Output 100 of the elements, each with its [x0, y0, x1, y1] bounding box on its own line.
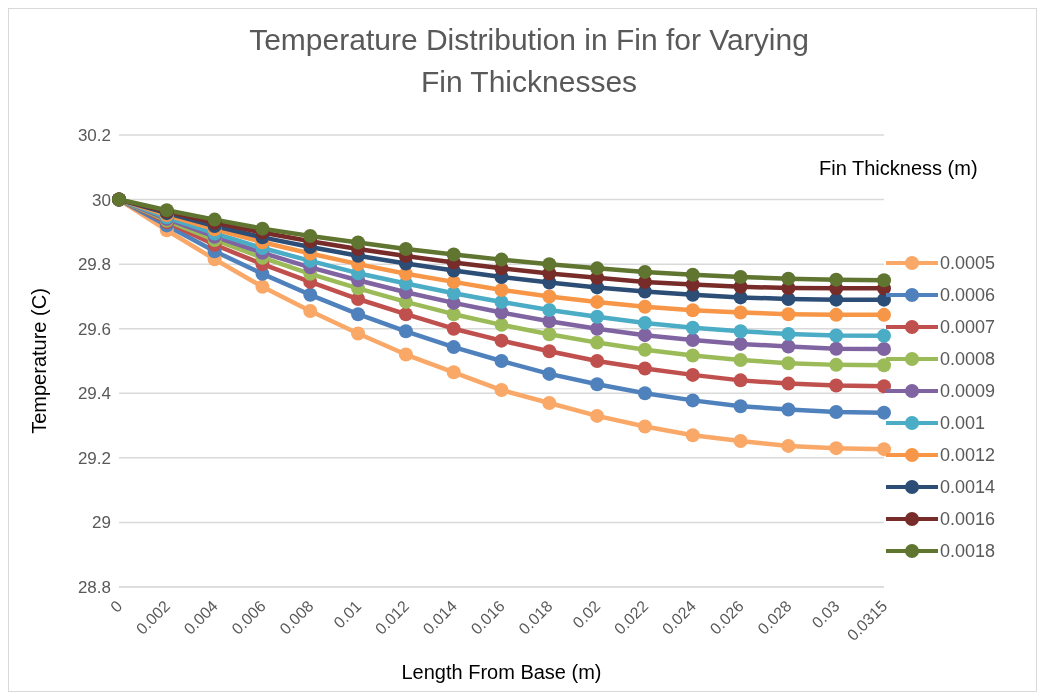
point: [542, 327, 557, 342]
point: [829, 307, 844, 322]
point: [877, 328, 891, 343]
y-tick-label: 29.2: [77, 448, 111, 468]
point: [590, 309, 605, 324]
point: [685, 348, 700, 363]
point: [685, 428, 700, 443]
y-tick-label: 30.2: [77, 126, 111, 146]
legend-label: 0.0018: [940, 540, 996, 562]
point: [446, 321, 461, 336]
point: [829, 378, 844, 393]
y-tick-label: 29: [92, 513, 111, 533]
point: [590, 294, 605, 309]
point: [829, 405, 844, 420]
point: [590, 261, 605, 276]
legend-label: 0.0009: [940, 380, 996, 402]
point: [398, 347, 413, 362]
point: [733, 324, 748, 339]
point: [590, 354, 605, 368]
point: [733, 305, 748, 320]
point: [303, 287, 318, 302]
point: [351, 307, 366, 322]
point: [781, 438, 796, 453]
point: [637, 386, 652, 401]
point: [877, 405, 891, 420]
point: [351, 326, 366, 341]
point: [685, 320, 700, 335]
point: [781, 376, 796, 391]
legend-label: 0.0005: [940, 252, 996, 274]
point: [781, 356, 796, 371]
point: [637, 315, 652, 330]
point: [829, 292, 844, 307]
point: [255, 279, 270, 294]
legend-label: 0.0008: [940, 348, 996, 370]
legend-label: 0.001: [940, 412, 986, 434]
x-tick-label: 0.02: [569, 597, 604, 632]
point: [733, 353, 748, 368]
point: [781, 326, 796, 341]
point: [446, 365, 461, 380]
legend-label: 0.0007: [940, 316, 996, 338]
point: [733, 336, 748, 351]
point: [446, 340, 461, 355]
point: [733, 434, 748, 449]
point: [590, 408, 605, 423]
point: [877, 442, 891, 457]
point: [781, 271, 796, 286]
point: [685, 333, 700, 348]
y-tick-label: 30: [92, 190, 111, 210]
legend-label: 0.0012: [940, 444, 996, 466]
point: [637, 361, 652, 376]
x-tick-label: 0.03: [808, 597, 843, 632]
point: [398, 241, 413, 256]
point: [542, 289, 557, 304]
point: [494, 252, 509, 267]
point: [733, 270, 748, 285]
chart-title: Temperature Distribution in Fin for Varying Fin Thicknesses: [248, 22, 810, 100]
point: [446, 247, 461, 262]
y-tick-label: 29.8: [77, 255, 111, 275]
point: [877, 358, 891, 373]
point: [351, 235, 366, 250]
point: [542, 257, 557, 272]
point: [590, 321, 605, 336]
point: [446, 274, 461, 289]
x-axis-title: Length From Base (m): [401, 661, 602, 683]
point: [542, 366, 557, 381]
point: [542, 395, 557, 410]
point: [877, 307, 891, 322]
legend-label: 0.0014: [940, 476, 996, 498]
point: [494, 294, 509, 309]
point: [877, 342, 891, 357]
point: [303, 229, 318, 244]
y-axis-title: Temperature (C): [28, 288, 51, 434]
point: [685, 303, 700, 318]
point: [494, 354, 509, 368]
point: [733, 373, 748, 388]
point: [781, 402, 796, 417]
point: [877, 379, 891, 394]
point: [877, 273, 891, 288]
point: [494, 317, 509, 332]
point: [542, 302, 557, 317]
y-tick-label: 29.4: [77, 384, 111, 404]
point: [398, 324, 413, 339]
legend-label: 0.0016: [940, 508, 996, 530]
point: [590, 335, 605, 350]
point: [590, 377, 605, 392]
point: [303, 303, 318, 318]
point: [685, 267, 700, 282]
point: [781, 307, 796, 322]
point: [685, 393, 700, 408]
point: [637, 342, 652, 357]
point: [829, 357, 844, 372]
point: [637, 419, 652, 434]
x-tick-label: 0: [107, 597, 126, 616]
point: [637, 328, 652, 343]
point: [637, 264, 652, 279]
point: [637, 299, 652, 314]
legend-title: Fin Thickness (m): [819, 157, 978, 180]
x-tick-label: 0.01: [330, 597, 365, 632]
point: [829, 328, 844, 343]
point: [494, 282, 509, 297]
